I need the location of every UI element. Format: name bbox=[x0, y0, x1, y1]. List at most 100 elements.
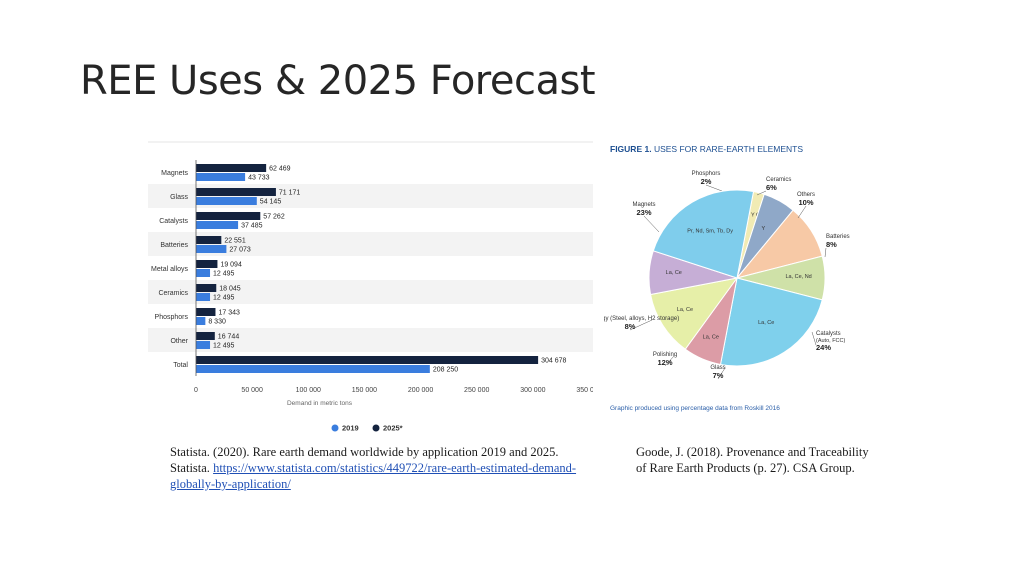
leader-line bbox=[824, 247, 827, 258]
bar-2025 bbox=[196, 284, 217, 292]
bar-2025 bbox=[196, 356, 539, 364]
slice-percent: 10% bbox=[798, 198, 813, 207]
row-band bbox=[148, 280, 593, 304]
bar-2025 bbox=[196, 164, 267, 172]
bar-2025 bbox=[196, 212, 261, 220]
legend-marker-2025 bbox=[372, 424, 380, 432]
pie-slice bbox=[652, 189, 755, 279]
data-label: 19 094 bbox=[220, 262, 242, 269]
leader-line bbox=[797, 205, 807, 219]
slice-percent: 23% bbox=[636, 208, 651, 217]
bar-chart-panel: Magnets 62 469 43 733 Glass 71 171 54 145 Cata… bbox=[148, 140, 602, 438]
category-label: Metal alloys bbox=[151, 266, 188, 273]
citation-statista-text: Statista. (2020). Rare earth demand worl… bbox=[170, 445, 559, 475]
bar-2019 bbox=[196, 317, 206, 325]
legend-label-2025: 2025* bbox=[383, 424, 403, 433]
category-label: Ceramics bbox=[158, 290, 188, 297]
pie-slice bbox=[649, 277, 739, 350]
x-tick-label: 50 000 bbox=[241, 387, 263, 394]
x-tick-label: 250 000 bbox=[464, 387, 489, 394]
bar-2019 bbox=[196, 173, 246, 181]
slice-percent: 2% bbox=[701, 177, 712, 186]
slide-title: REE Uses & 2025 Forecast bbox=[80, 58, 596, 104]
data-label: 16 744 bbox=[218, 334, 240, 341]
data-label: 8 330 bbox=[208, 319, 226, 326]
category-label: Batteries bbox=[160, 242, 188, 249]
slice-percent: 8% bbox=[625, 322, 636, 331]
data-label: 12 495 bbox=[213, 295, 235, 302]
bar-2019 bbox=[196, 197, 257, 205]
legend-marker-2019 bbox=[331, 424, 339, 432]
data-label: 22 551 bbox=[224, 238, 246, 245]
category-label: Phosphors bbox=[155, 314, 189, 321]
category-label: Total bbox=[173, 362, 188, 369]
category-label: Glass bbox=[170, 194, 188, 201]
data-label: 12 495 bbox=[213, 343, 235, 350]
citation-goode: Goode, J. (2018). Provenance and Traceab… bbox=[636, 445, 869, 475]
bar-2025 bbox=[196, 308, 216, 316]
category-label: Other bbox=[170, 338, 188, 345]
bar-2019 bbox=[196, 245, 227, 253]
bar-2025 bbox=[196, 332, 215, 340]
data-label: 18 045 bbox=[219, 286, 241, 293]
slice-percent: 7% bbox=[713, 371, 724, 380]
slice-name: Others bbox=[797, 192, 815, 198]
bar-2019 bbox=[196, 269, 211, 277]
x-tick-label: 100 000 bbox=[296, 387, 321, 394]
data-label: 208 250 bbox=[433, 367, 458, 374]
slice-elements: Pr, Nd, Sm, Tb, Dy bbox=[687, 229, 733, 235]
bar-2025 bbox=[196, 260, 218, 268]
slice-elements: Ce Eu Y Gd Tb bbox=[734, 213, 771, 219]
slice-name: Magnets bbox=[632, 202, 655, 208]
leader-line bbox=[664, 355, 675, 367]
slice-elements: La, Ce bbox=[758, 320, 774, 326]
data-label: 37 485 bbox=[241, 223, 263, 230]
data-label: 62 469 bbox=[269, 166, 291, 173]
leader-line bbox=[717, 367, 726, 380]
pie-chart: FIGURE 1. USES FOR RARE-EARTH ELEMENTS Ce… bbox=[581, 144, 850, 412]
slice-elements: Y bbox=[761, 226, 765, 232]
x-tick-label: 200 000 bbox=[408, 387, 433, 394]
bar-2025 bbox=[196, 236, 222, 244]
slice-elements: La, Ce bbox=[677, 307, 693, 313]
bar-2025 bbox=[196, 188, 276, 196]
bar-2019 bbox=[196, 293, 211, 301]
leader-line bbox=[811, 331, 817, 346]
category-label: Magnets bbox=[161, 170, 188, 177]
data-label: 43 733 bbox=[248, 175, 270, 182]
category-label: Catalysts bbox=[159, 218, 188, 225]
leader-line bbox=[643, 215, 660, 233]
pie-chart-panel: FIGURE 1. USES FOR RARE-EARTH ELEMENTS Ce… bbox=[581, 140, 866, 420]
slice-name: Batteries bbox=[826, 234, 850, 240]
data-label: 304 678 bbox=[541, 358, 566, 365]
leader-line bbox=[756, 190, 767, 196]
data-label: 57 262 bbox=[263, 214, 285, 221]
data-label: 54 145 bbox=[260, 199, 282, 206]
pie-slice bbox=[719, 277, 823, 367]
row-band bbox=[148, 328, 593, 352]
slice-sublabel: (Auto, FCC) bbox=[816, 338, 846, 344]
citation-statista-link[interactable]: https://www.statista.com/statistics/4497… bbox=[170, 461, 577, 491]
data-label: 71 171 bbox=[279, 190, 301, 197]
leader-line bbox=[705, 184, 723, 192]
x-tick-label: 300 000 bbox=[520, 387, 545, 394]
slice-percent: 6% bbox=[766, 183, 777, 192]
slice-percent: 24% bbox=[816, 343, 831, 352]
data-label: 17 343 bbox=[218, 310, 240, 317]
x-axis-title: Demand in metric tons bbox=[287, 400, 353, 407]
pie-title-prefix: FIGURE 1. bbox=[610, 144, 654, 154]
slice-name: Ceramics bbox=[766, 177, 791, 183]
pie-footnote: Graphic produced using percentage data f… bbox=[610, 405, 780, 412]
citation-statista: Statista. (2020). Rare earth demand worl… bbox=[170, 444, 590, 492]
slice-percent: 12% bbox=[657, 358, 672, 367]
bar-2019 bbox=[196, 341, 211, 349]
slice-name: Phosphors bbox=[692, 171, 721, 177]
slice-elements: La, Ce bbox=[703, 335, 719, 341]
slice-elements: La, Ce bbox=[666, 270, 682, 276]
data-label: 27 073 bbox=[229, 247, 251, 254]
bar-chart: Magnets 62 469 43 733 Glass 71 171 54 145 Cata… bbox=[148, 141, 602, 433]
pie-title: FIGURE 1. USES FOR RARE-EARTH ELEMENTS bbox=[610, 144, 803, 154]
slice-name: Polishing bbox=[653, 352, 677, 358]
slice-name: Metallurgy (Steel, alloys, H2 storage) bbox=[604, 316, 679, 322]
x-tick-label: 0 bbox=[194, 387, 198, 394]
